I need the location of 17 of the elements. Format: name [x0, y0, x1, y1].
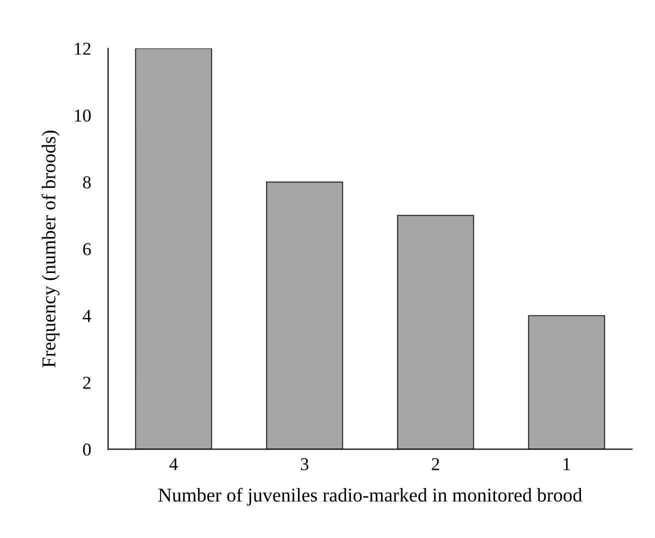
x-axis-title: Number of juveniles radio-marked in monitored brood	[158, 488, 582, 506]
bar	[397, 214, 474, 450]
y-tick-label: 12	[74, 42, 90, 55]
bar	[266, 181, 344, 450]
y-tick-label: 0	[83, 443, 91, 456]
y-axis-title: Frequency (number of broods)	[42, 130, 60, 368]
bar	[135, 48, 212, 450]
y-tick-label: 10	[74, 109, 91, 122]
bar	[528, 315, 606, 450]
x-tick-label: 1	[564, 458, 570, 470]
y-tick-label: 2	[83, 376, 90, 389]
x-tick-label: 2	[432, 458, 440, 470]
y-tick-label: 6	[83, 243, 91, 256]
y-tick-label: 4	[82, 310, 92, 322]
x-tick-label: 4	[169, 458, 178, 470]
x-tick-label: 3	[300, 458, 308, 470]
y-tick-label: 8	[83, 176, 91, 188]
